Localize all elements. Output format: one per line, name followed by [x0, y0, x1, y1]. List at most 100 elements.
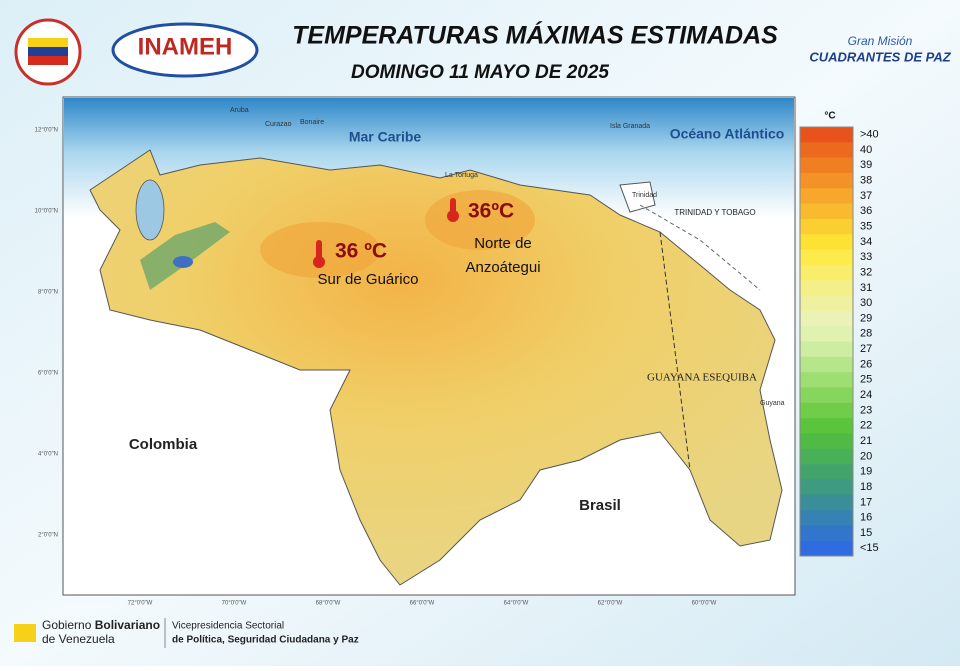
legend-swatch	[800, 341, 853, 358]
footer-gov-part: Gobierno	[42, 618, 95, 632]
legend-label: >40	[860, 129, 879, 141]
flag-stripe	[28, 47, 68, 56]
hotspot: 36ºC Norte de Anzoátegui	[447, 198, 541, 276]
legend-label: 22	[860, 420, 872, 432]
legend-unit: °C	[824, 111, 835, 122]
legend-label: 36	[860, 205, 872, 217]
legend-label: 20	[860, 450, 872, 462]
footer-vice: Vicepresidencia Sectorial	[172, 621, 284, 632]
legend-swatch	[800, 326, 853, 342]
lon-tick-label: 68°0'0"W	[316, 601, 341, 607]
footer-gov: Gobierno Bolivariano	[42, 618, 160, 632]
flag-stripe	[28, 56, 68, 65]
legend-swatch	[800, 387, 853, 404]
hotspot-temp: 36ºC	[468, 200, 514, 223]
lon-tick-label: 72°0'0"W	[128, 601, 153, 607]
lat-ticks: 12°0'0"N 10°0'0"N 8°0'0"N 6°0'0"N 4°0'0"N 2°0…	[35, 128, 58, 539]
logo-right-top: Gran Misión	[848, 34, 913, 48]
footer-vice: de Política, Seguridad Ciudadana y Paz	[172, 635, 359, 646]
hotspot-place: Anzoátegui	[465, 259, 540, 276]
legend-swatch	[800, 525, 853, 541]
legend-label: 21	[860, 435, 872, 447]
legend-swatch	[800, 127, 853, 143]
lat-tick-label: 10°0'0"N	[35, 209, 58, 215]
legend: °C >40 40 39 38 37 36 35 34 33 32 31 30 29 28 27 26 25 24…	[799, 111, 879, 557]
legend-label: 19	[860, 466, 872, 478]
thermometer-bulb	[313, 256, 325, 268]
legend-swatch	[800, 280, 853, 296]
lon-tick-label: 64°0'0"W	[504, 601, 529, 607]
legend-label: 35	[860, 220, 872, 232]
logo-text: INAMEH	[138, 33, 233, 60]
lon-ticks: 72°0'0"W 70°0'0"W 68°0'0"W 66°0'0"W 64°0'0"W…	[128, 601, 717, 607]
legend-label: 34	[860, 236, 872, 248]
legend-swatch	[800, 540, 853, 557]
lon-tick-label: 70°0'0"W	[222, 601, 247, 607]
legend-swatch	[800, 157, 853, 174]
hotspot: 36 ºC Sur de Guárico	[313, 240, 418, 288]
legend-label: 23	[860, 404, 872, 416]
lon-tick-label: 62°0'0"W	[598, 601, 623, 607]
legend-label: 27	[860, 343, 872, 355]
sea-label: Mar Caribe	[349, 129, 422, 145]
hotspot-place: Sur de Guárico	[318, 271, 419, 288]
footer-gov: de Venezuela	[42, 632, 115, 646]
legend-label: <15	[860, 542, 879, 554]
legend-swatch	[800, 264, 853, 281]
legend-swatch	[800, 494, 853, 511]
subtitle: DOMINGO 11 MAYO DE 2025	[351, 62, 609, 83]
andes	[140, 222, 230, 290]
legend-swatch	[800, 510, 853, 526]
legend-label: 29	[860, 312, 872, 324]
legend-swatch	[800, 433, 853, 450]
island-label: La Tortuga	[445, 172, 478, 179]
footer-gov-part: Bolivariano	[95, 618, 160, 632]
island-label: Isla Granada	[610, 123, 650, 130]
hotspot-place: Norte de	[474, 235, 532, 252]
island-label: Guyana	[760, 400, 785, 407]
lon-tick-label: 66°0'0"W	[410, 601, 435, 607]
andes-cold	[173, 256, 193, 268]
venezuela	[89, 149, 783, 586]
region-label: TRINIDAD Y TOBAGO	[674, 208, 755, 217]
island-label: Trinidad	[632, 192, 657, 199]
legend-border	[799, 126, 854, 557]
sea-label: Océano Atlántico	[670, 126, 785, 142]
lat-tick-label: 12°0'0"N	[35, 128, 58, 134]
maritime-border	[639, 204, 761, 291]
legend-label: 31	[860, 282, 872, 294]
legend-swatch	[800, 249, 853, 266]
legend-label: 33	[860, 251, 872, 263]
title: TEMPERATURAS MÁXIMAS ESTIMADAS	[292, 21, 778, 50]
lat-tick-label: 8°0'0"N	[38, 290, 58, 296]
flag-stripe	[28, 38, 68, 47]
legend-swatch	[800, 218, 853, 235]
legend-label: 17	[860, 496, 872, 508]
legend-swatch	[800, 295, 853, 312]
legend-swatch	[800, 172, 853, 189]
legend-label: 40	[860, 144, 872, 156]
legend-swatch	[800, 203, 853, 220]
legend-label: 18	[860, 481, 872, 493]
island-label: Bonaire	[300, 119, 324, 126]
trinidad	[619, 181, 656, 213]
legend-swatch	[800, 479, 853, 496]
legend-swatch	[800, 188, 853, 204]
legend-swatch	[800, 310, 853, 327]
legend-label: 26	[860, 358, 872, 370]
island-label: Curazao	[265, 121, 292, 128]
country-label: Brasil	[579, 497, 621, 514]
header: INAMEH TEMPERATURAS MÁXIMAS ESTIMADAS DO…	[14, 18, 952, 86]
lat-tick-label: 2°0'0"N	[38, 533, 58, 539]
map: 12°0'0"N 10°0'0"N 8°0'0"N 6°0'0"N 4°0'0"N 2°0…	[35, 96, 796, 607]
inameh-logo	[111, 22, 259, 78]
legend-label: 25	[860, 374, 872, 386]
legend-label: 30	[860, 297, 872, 309]
footer-flag	[14, 624, 36, 642]
country-label: Colombia	[129, 436, 198, 453]
footer: Gobierno Bolivariano de Venezuela Vicepr…	[14, 618, 359, 648]
legend-label: 38	[860, 175, 872, 187]
legend-swatch	[800, 356, 853, 373]
legend-swatch	[800, 418, 853, 434]
